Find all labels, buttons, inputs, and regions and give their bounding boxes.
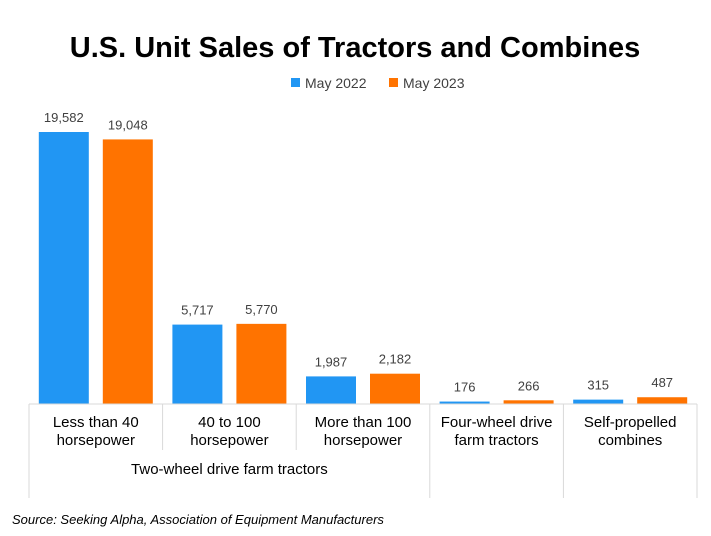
- category-label-1: Less than 40 horsepower: [53, 414, 139, 449]
- category-label-5: Self-propelled combines: [584, 414, 677, 449]
- value-label-1-3: 1,987: [315, 354, 348, 369]
- bar-2-3: [370, 373, 420, 404]
- bar-1-3: [306, 376, 356, 404]
- legend-label-2: May 2023: [403, 75, 465, 91]
- category-label-4: Four-wheel drive farm tractors: [441, 414, 553, 449]
- group-label-1: Two-wheel drive farm tractors: [131, 461, 328, 478]
- value-label-2-3: 2,182: [379, 352, 412, 367]
- value-label-1-2: 5,717: [181, 303, 214, 318]
- value-label-1-4: 176: [454, 380, 476, 395]
- value-label-2-1: 19,048: [108, 117, 148, 132]
- bar-2-5: [637, 397, 688, 404]
- category-label-2: 40 to 100 horsepower: [190, 414, 268, 449]
- category-label-3: More than 100 horsepower: [315, 414, 412, 449]
- chart-title: U.S. Unit Sales of Tractors and Combines: [70, 32, 640, 64]
- value-label-2-4: 266: [518, 378, 540, 393]
- value-label-1-1: 19,582: [44, 110, 84, 125]
- bar-1-1: [38, 132, 89, 404]
- bar-1-2: [172, 324, 223, 404]
- value-label-2-5: 487: [651, 375, 673, 390]
- source-note: Source: Seeking Alpha, Association of Eq…: [12, 512, 384, 527]
- legend-swatch-2: [389, 78, 398, 87]
- value-labels-layer: 19,582 19,048 5,717 5,770 1,987 2,182 176 266 31…: [44, 110, 673, 395]
- value-label-1-5: 315: [587, 378, 609, 393]
- legend-swatch-1: [291, 78, 300, 87]
- value-label-2-2: 5,770: [245, 302, 278, 317]
- legend: May 2022 May 2023: [291, 75, 465, 91]
- bar-1-5: [573, 399, 624, 404]
- legend-label-1: May 2022: [305, 75, 367, 91]
- bar-1-4: [439, 401, 490, 404]
- bar-2-1: [102, 139, 153, 404]
- axis-labels-layer: Less than 40 horsepower 40 to 100 horsepowe…: [28, 404, 698, 498]
- bar-2-2: [236, 323, 287, 404]
- bar-2-4: [503, 400, 554, 404]
- bars-layer: [38, 132, 688, 404]
